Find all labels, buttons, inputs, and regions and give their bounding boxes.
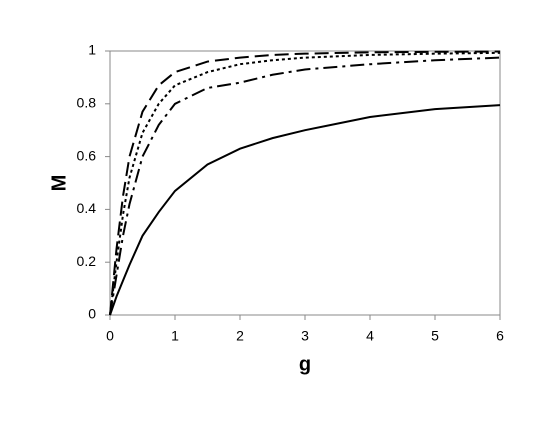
series-line bbox=[109, 50, 501, 316]
x-tick-label: 3 bbox=[301, 328, 309, 344]
y-tick-label: 0.2 bbox=[77, 253, 97, 269]
series-line bbox=[109, 56, 501, 316]
y-tick-label: 0.6 bbox=[77, 147, 97, 163]
series-line bbox=[109, 104, 501, 316]
y-tick-label: 1 bbox=[88, 42, 96, 58]
y-tick-label: 0.4 bbox=[77, 200, 97, 216]
x-tick-label: 6 bbox=[496, 328, 504, 344]
x-tick-label: 4 bbox=[366, 328, 374, 344]
plot-frame bbox=[109, 50, 501, 316]
series-line bbox=[109, 51, 501, 316]
y-axis-title: M bbox=[48, 175, 70, 192]
x-tick-label: 5 bbox=[431, 328, 439, 344]
y-tick-label: 0 bbox=[88, 306, 96, 322]
x-tick-label: 1 bbox=[171, 328, 179, 344]
x-axis-title: g bbox=[299, 353, 311, 375]
y-tick-label: 0.8 bbox=[77, 95, 97, 111]
x-tick-label: 0 bbox=[106, 328, 114, 344]
x-tick-label: 2 bbox=[236, 328, 244, 344]
